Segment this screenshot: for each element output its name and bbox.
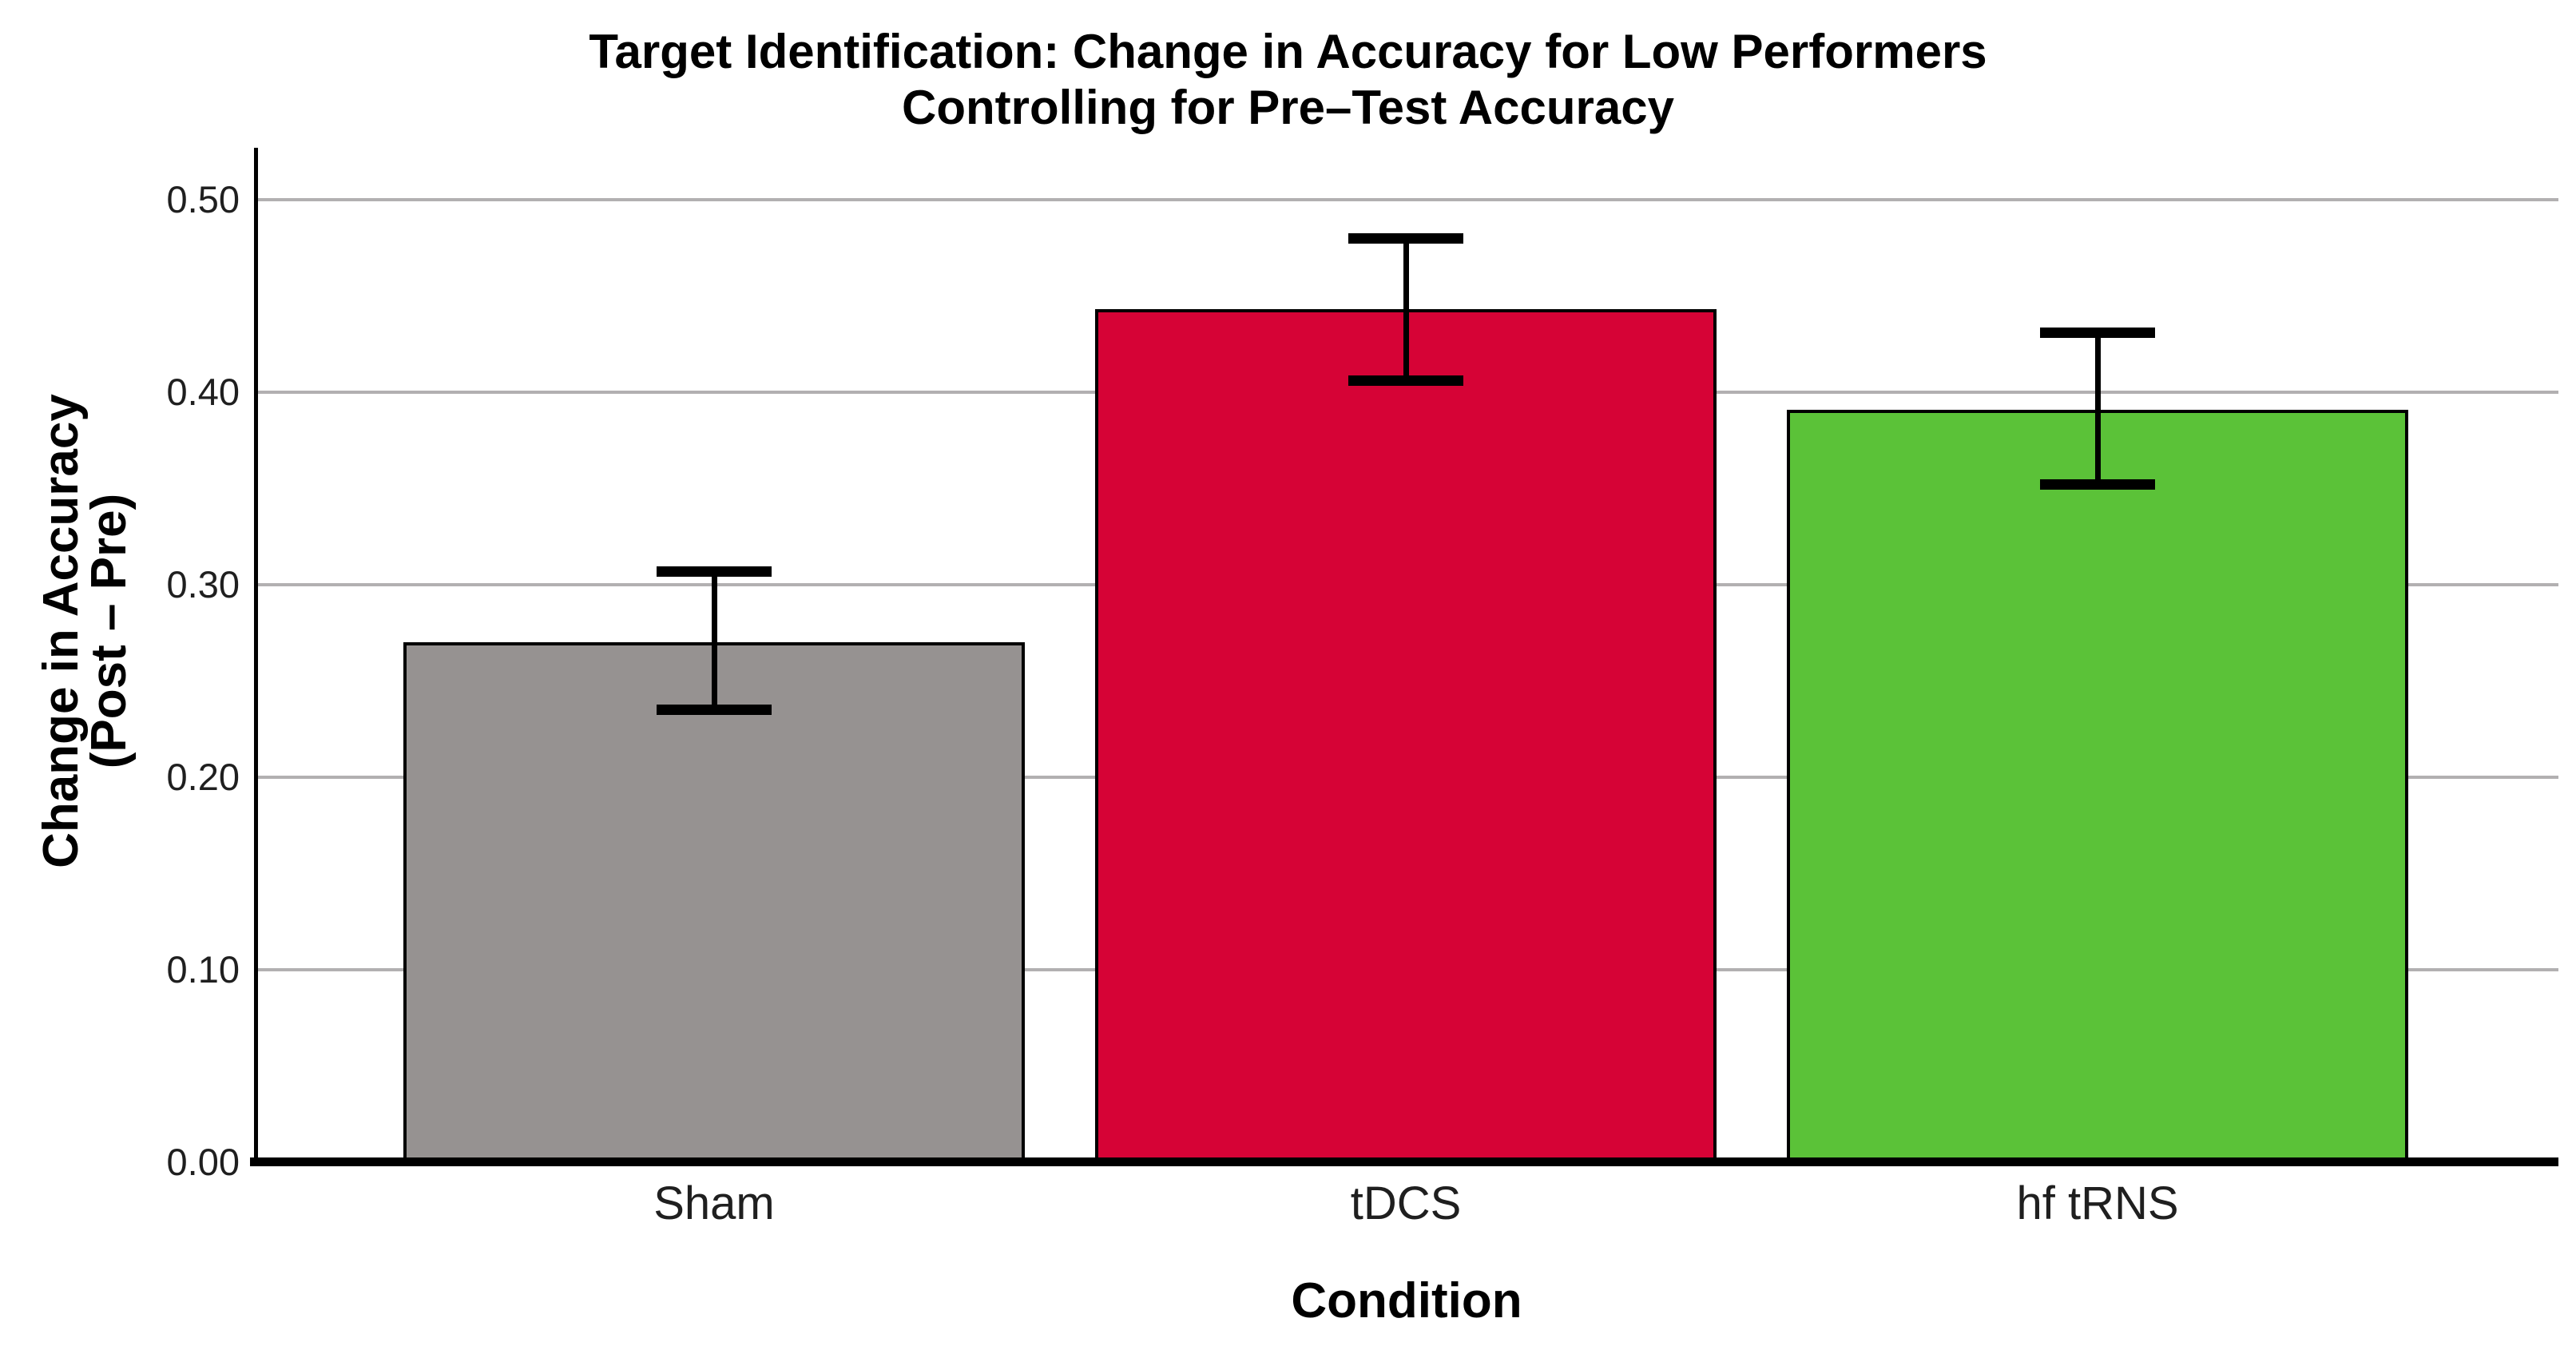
bar-Sham	[403, 642, 1025, 1165]
error-bar-cap-top-Sham	[657, 566, 772, 578]
error-bar-cap-bottom-tDCS	[1348, 375, 1463, 386]
bar-hf tRNS	[1787, 409, 2408, 1165]
error-bar-stem-Sham	[711, 571, 717, 710]
x-tick-label-Sham: Sham	[653, 1177, 775, 1229]
y-tick-label-0.50: 0.50	[166, 178, 240, 220]
y-axis-title-line1: Change in Accuracy	[34, 394, 89, 868]
bar-tDCS	[1095, 309, 1717, 1165]
error-bar-stem-hf tRNS	[2094, 332, 2101, 485]
x-axis-title: Condition	[1291, 1273, 1522, 1328]
x-tick-label-tDCS: tDCS	[1350, 1177, 1462, 1229]
chart-title-line1: Target Identification: Change in Accurac…	[589, 25, 1987, 78]
chart-title-line2: Controlling for Pre–Test Accuracy	[902, 81, 1674, 134]
error-bar-cap-top-hf tRNS	[2040, 328, 2155, 339]
y-tick-label-0.20: 0.20	[166, 756, 240, 798]
y-tick-label-0.10: 0.10	[166, 948, 240, 991]
y-tick-label-0.40: 0.40	[166, 371, 240, 413]
error-bar-stem-tDCS	[1403, 238, 1409, 381]
x-axis-line	[250, 1157, 2558, 1166]
y-axis-title-line2: (Post – Pre)	[81, 493, 137, 769]
x-tick-label-hf tRNS: hf tRNS	[2016, 1177, 2179, 1229]
error-bar-cap-top-tDCS	[1348, 233, 1463, 244]
gridline-0.50	[256, 198, 2558, 201]
error-bar-cap-bottom-Sham	[657, 704, 772, 715]
y-tick-label-0.00: 0.00	[166, 1141, 240, 1183]
y-tick-label-0.30: 0.30	[166, 563, 240, 606]
chart-title: Target Identification: Change in Accurac…	[0, 24, 2576, 136]
error-bar-cap-bottom-hf tRNS	[2040, 478, 2155, 490]
y-axis-title: Change in Accuracy (Post – Pre)	[34, 112, 157, 1150]
y-axis-line	[254, 148, 258, 1165]
